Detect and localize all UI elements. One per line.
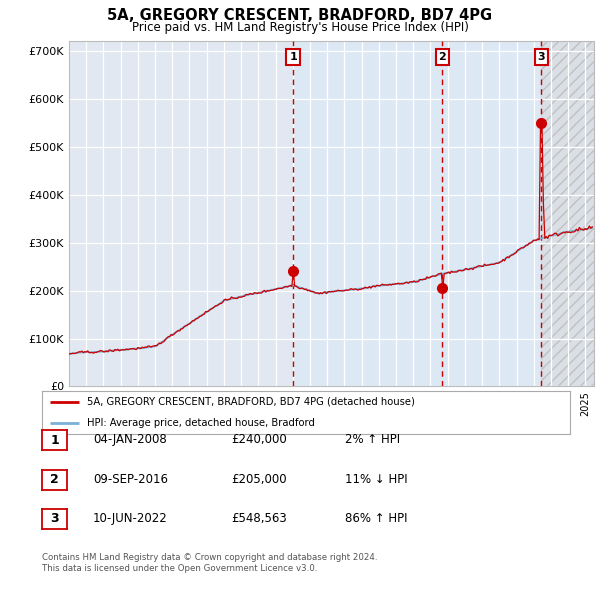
Bar bbox=[69, 41, 293, 386]
Text: 2: 2 bbox=[439, 52, 446, 62]
Text: 86% ↑ HPI: 86% ↑ HPI bbox=[345, 512, 407, 525]
Text: 2: 2 bbox=[50, 473, 59, 486]
Text: 10-JUN-2022: 10-JUN-2022 bbox=[93, 512, 168, 525]
Bar bbox=[541, 41, 594, 386]
Text: 3: 3 bbox=[538, 52, 545, 62]
Text: 09-SEP-2016: 09-SEP-2016 bbox=[93, 473, 168, 486]
Text: 5A, GREGORY CRESCENT, BRADFORD, BD7 4PG (detached house): 5A, GREGORY CRESCENT, BRADFORD, BD7 4PG … bbox=[87, 397, 415, 407]
Text: 2% ↑ HPI: 2% ↑ HPI bbox=[345, 433, 400, 446]
Text: Price paid vs. HM Land Registry's House Price Index (HPI): Price paid vs. HM Land Registry's House … bbox=[131, 21, 469, 34]
Text: £240,000: £240,000 bbox=[231, 433, 287, 446]
Text: This data is licensed under the Open Government Licence v3.0.: This data is licensed under the Open Gov… bbox=[42, 565, 317, 573]
Text: 3: 3 bbox=[50, 512, 59, 525]
Bar bbox=[541, 41, 594, 386]
Text: 1: 1 bbox=[50, 434, 59, 447]
Text: 04-JAN-2008: 04-JAN-2008 bbox=[93, 433, 167, 446]
Text: 5A, GREGORY CRESCENT, BRADFORD, BD7 4PG: 5A, GREGORY CRESCENT, BRADFORD, BD7 4PG bbox=[107, 8, 493, 23]
Text: 1: 1 bbox=[289, 52, 297, 62]
Text: £205,000: £205,000 bbox=[231, 473, 287, 486]
Text: HPI: Average price, detached house, Bradford: HPI: Average price, detached house, Brad… bbox=[87, 418, 315, 428]
Text: Contains HM Land Registry data © Crown copyright and database right 2024.: Contains HM Land Registry data © Crown c… bbox=[42, 553, 377, 562]
Text: £548,563: £548,563 bbox=[231, 512, 287, 525]
Text: 11% ↓ HPI: 11% ↓ HPI bbox=[345, 473, 407, 486]
